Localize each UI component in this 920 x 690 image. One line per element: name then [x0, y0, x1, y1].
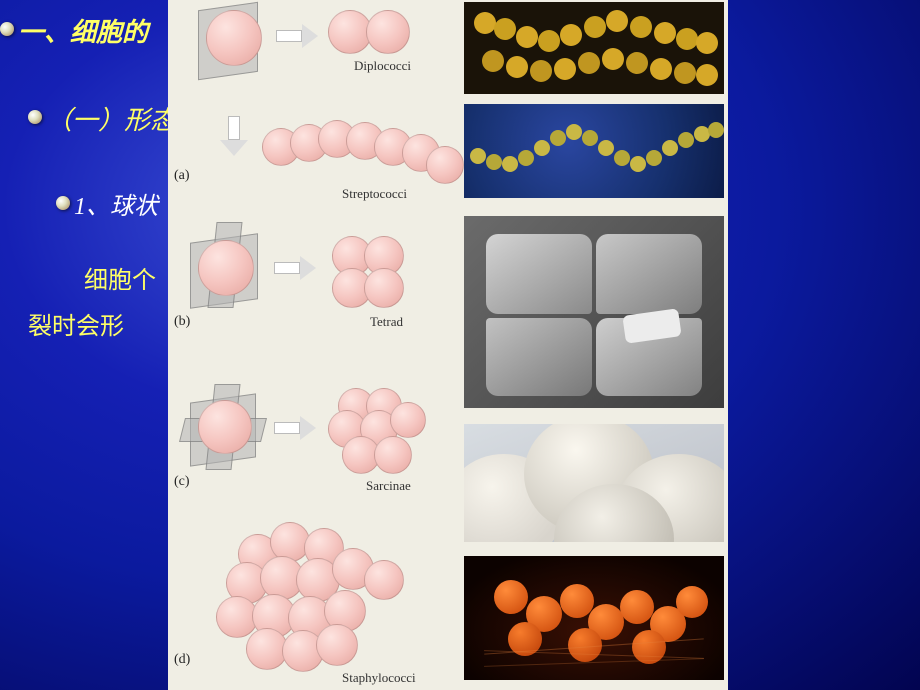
body-text-2-left: 裂时会形 — [28, 306, 124, 341]
photo-tetrad — [464, 216, 724, 408]
photo-sarcinae — [464, 424, 724, 542]
bullet-1 — [0, 22, 14, 36]
figure-coccus-arrangements: Diplococci (a) Streptococci (b) Tetrad (… — [168, 0, 728, 690]
bullet-3 — [56, 196, 70, 210]
label-sarcinae: Sarcinae — [366, 478, 411, 494]
label-c: (c) — [174, 474, 190, 490]
heading-level-2: （一）形态 — [46, 100, 176, 137]
label-d: (d) — [174, 652, 190, 668]
photo-staphylococci — [464, 556, 724, 680]
label-streptococci: Streptococci — [342, 186, 407, 202]
photo-diplococci — [464, 2, 724, 94]
label-a: (a) — [174, 168, 190, 184]
label-diplococci: Diplococci — [354, 58, 411, 74]
heading-level-1: 一、细胞的 — [18, 12, 148, 49]
label-tetrad: Tetrad — [370, 314, 403, 330]
body-text-1-left: 细胞个 — [84, 260, 156, 295]
heading-level-3: 1、球状 — [74, 186, 158, 221]
label-b: (b) — [174, 314, 190, 330]
label-staphylococci: Staphylococci — [342, 670, 416, 686]
bullet-2 — [28, 110, 42, 124]
photo-streptococci — [464, 104, 724, 198]
